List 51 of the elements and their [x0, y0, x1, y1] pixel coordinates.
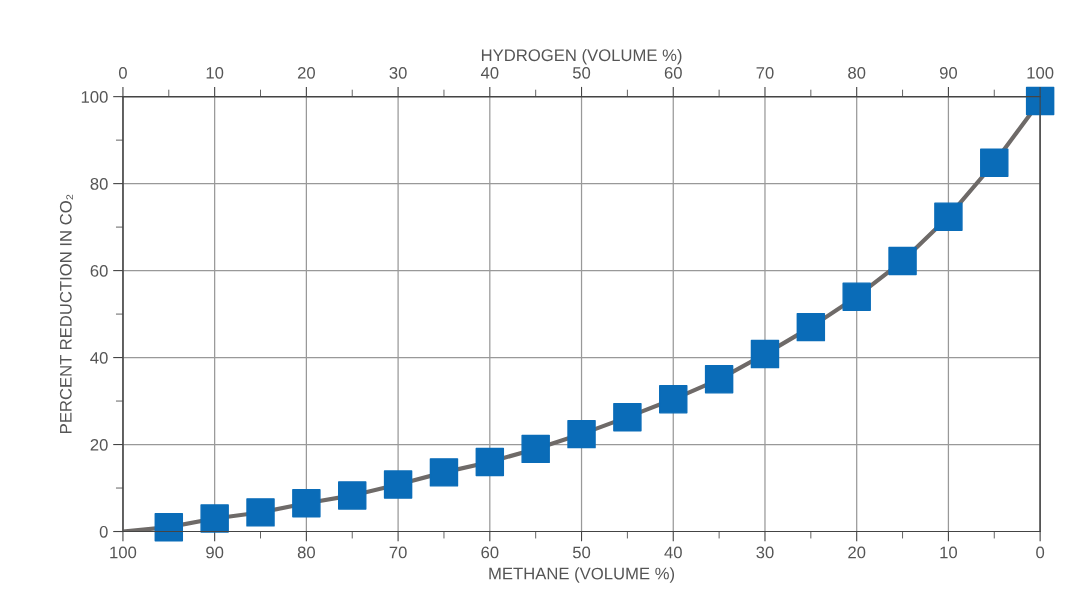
x2-axis-title: HYDROGEN (VOLUME %) — [481, 48, 682, 65]
y-tick-label: 80 — [90, 178, 108, 190]
x-tick-label: 30 — [756, 546, 774, 559]
point — [888, 246, 917, 276]
x-tick-label: 100 — [110, 546, 137, 559]
x2-tick-label: 80 — [848, 66, 866, 79]
point — [338, 481, 367, 510]
point — [200, 504, 229, 533]
x2-tick-label: 0 — [118, 66, 127, 79]
x2-tick-label: 30 — [389, 66, 407, 79]
x2-tick-label: 70 — [756, 66, 774, 79]
x2-tick-label: 100 — [1027, 66, 1054, 79]
x2-tick-label: 60 — [664, 66, 682, 79]
x2-tick-label: 10 — [206, 66, 224, 79]
y-tick-label: 20 — [90, 438, 108, 451]
point — [154, 512, 184, 542]
point — [934, 202, 963, 231]
point — [383, 470, 413, 499]
point — [613, 402, 642, 432]
point — [1025, 86, 1055, 116]
point — [750, 339, 780, 369]
y-tick-label: 40 — [90, 351, 108, 364]
point — [521, 434, 550, 464]
point — [704, 365, 734, 394]
x2-tick-label: 90 — [939, 66, 958, 79]
x2-tick-label: 20 — [297, 66, 315, 79]
point — [659, 385, 688, 414]
point — [796, 312, 826, 342]
x-axis-title: METHANE (VOLUME %) — [489, 567, 675, 583]
x-tick-label: 10 — [940, 546, 958, 559]
point — [842, 282, 871, 311]
point — [475, 447, 505, 477]
x2-tick-label: 40 — [480, 66, 499, 79]
x-tick-label: 80 — [297, 546, 315, 559]
y-tick-label: 100 — [81, 91, 108, 103]
x-tick-label: 0 — [1036, 546, 1045, 559]
y-axis-title: PERCENT REDUCTION IN CO₂ — [59, 194, 73, 433]
y-tick-label: 60 — [90, 264, 108, 277]
point — [567, 419, 596, 449]
point — [246, 498, 275, 527]
point — [980, 148, 1009, 177]
x-tick-label: 70 — [389, 546, 407, 559]
x-tick-label: 40 — [664, 546, 682, 559]
x-tick-label: 90 — [206, 546, 224, 559]
x2-tick-label: 50 — [572, 66, 591, 79]
point — [429, 458, 459, 487]
x-tick-label: 20 — [848, 546, 866, 559]
x-tick-label: 50 — [572, 546, 591, 559]
point — [292, 489, 321, 518]
y-tick-label: 0 — [99, 525, 108, 538]
x-tick-label: 60 — [481, 546, 499, 559]
